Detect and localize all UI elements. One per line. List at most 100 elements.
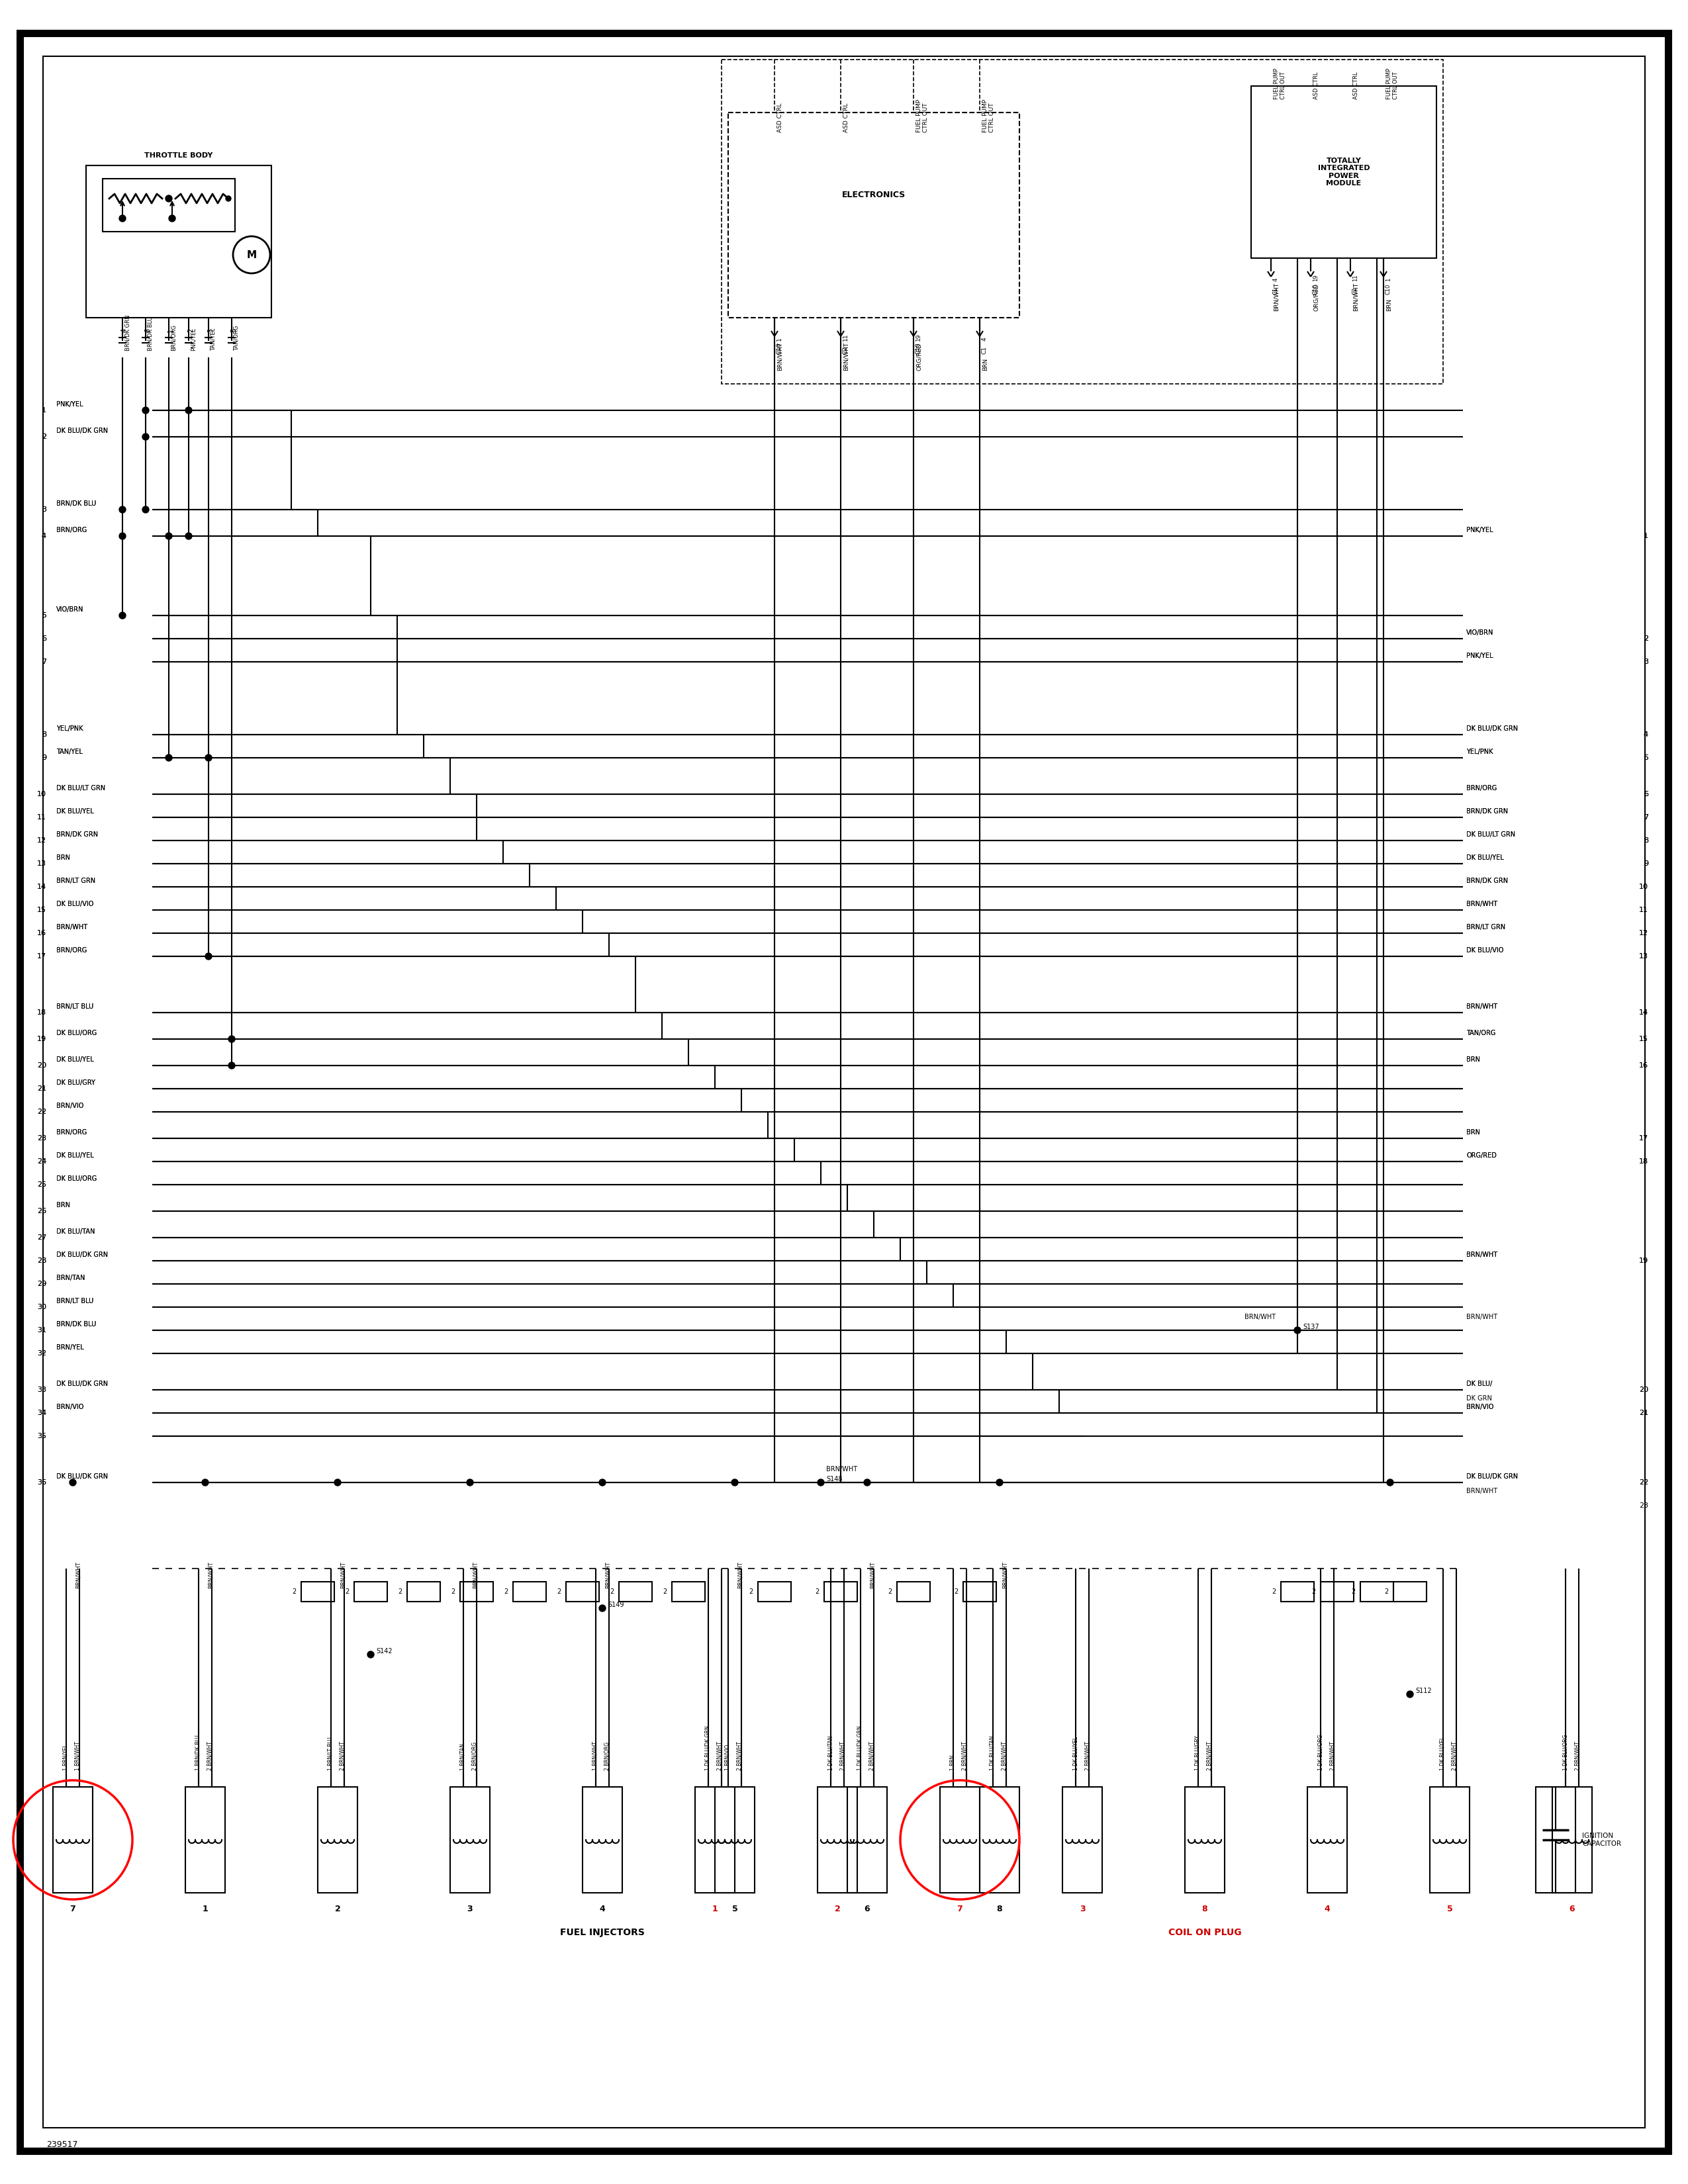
Text: 14: 14 xyxy=(37,885,46,891)
Text: DK BLU/LT GRN: DK BLU/LT GRN xyxy=(1467,832,1516,839)
Text: BRN/LT GRN: BRN/LT GRN xyxy=(56,878,96,885)
Text: 1: 1 xyxy=(203,1904,208,1913)
Text: 34: 34 xyxy=(37,1409,46,1415)
Circle shape xyxy=(69,1479,76,1485)
Text: 13: 13 xyxy=(37,860,46,867)
Text: DK BLU/VIO: DK BLU/VIO xyxy=(1467,948,1504,954)
Text: 2: 2 xyxy=(815,1588,819,1594)
Circle shape xyxy=(165,753,172,760)
Text: DK BLU/GRY: DK BLU/GRY xyxy=(56,1079,95,1085)
Text: FUEL PUMP
CTRL OUT: FUEL PUMP CTRL OUT xyxy=(1274,68,1286,98)
Text: DK BLU/DK GRN: DK BLU/DK GRN xyxy=(1467,725,1518,732)
Text: 2: 2 xyxy=(662,1588,667,1594)
Text: BRN/WHT: BRN/WHT xyxy=(1467,900,1497,906)
Text: 10: 10 xyxy=(37,791,46,797)
Text: C10: C10 xyxy=(915,343,922,354)
Text: BRN/DK GRN: BRN/DK GRN xyxy=(125,314,130,352)
Text: 2 BRN/WHT: 2 BRN/WHT xyxy=(869,1741,874,1771)
Text: DK BLU/DK GRN: DK BLU/DK GRN xyxy=(56,428,108,435)
Text: BRN/DK GRN: BRN/DK GRN xyxy=(1467,878,1507,885)
Text: PNK/YEL: PNK/YEL xyxy=(56,402,83,408)
Text: BRN/WHT: BRN/WHT xyxy=(208,1562,214,1588)
Bar xyxy=(86,166,272,317)
Circle shape xyxy=(142,507,149,513)
Text: 35: 35 xyxy=(37,1433,46,1439)
Text: 1 DK BLU/ORG: 1 DK BLU/ORG xyxy=(1317,1734,1323,1771)
Text: BRN/LT GRN: BRN/LT GRN xyxy=(56,878,96,885)
Text: 2 BRN/WHT: 2 BRN/WHT xyxy=(1575,1741,1580,1771)
Text: PNK/YEL: PNK/YEL xyxy=(191,328,196,352)
Bar xyxy=(1393,1581,1426,1601)
Bar xyxy=(300,1581,334,1601)
Text: 8: 8 xyxy=(1644,836,1647,843)
Text: BRN/WHT: BRN/WHT xyxy=(56,924,88,930)
Text: BRN/WHT: BRN/WHT xyxy=(1467,1251,1497,1258)
Text: 26: 26 xyxy=(37,1208,46,1214)
Text: 4: 4 xyxy=(599,1904,606,1913)
Text: BRN/WHT: BRN/WHT xyxy=(1354,282,1359,310)
Text: 34: 34 xyxy=(37,1409,46,1415)
Text: 18: 18 xyxy=(37,1009,46,1016)
Text: 2: 2 xyxy=(1271,1588,1276,1594)
Bar xyxy=(824,1581,858,1601)
Text: BRN/WHT: BRN/WHT xyxy=(1467,1002,1497,1009)
Bar xyxy=(461,1581,493,1601)
Text: 4: 4 xyxy=(42,533,46,539)
Text: BRN: BRN xyxy=(56,854,71,860)
Text: BRN: BRN xyxy=(1467,1129,1480,1136)
Bar xyxy=(1281,1581,1313,1601)
Text: 10: 10 xyxy=(37,791,46,797)
Text: 6: 6 xyxy=(1644,791,1647,797)
Text: 18: 18 xyxy=(1639,1158,1647,1164)
Text: 10: 10 xyxy=(1639,885,1647,891)
Text: DK BLU/ORG: DK BLU/ORG xyxy=(56,1031,96,1037)
Text: 2: 2 xyxy=(557,1588,560,1594)
Text: DK BLU/YEL: DK BLU/YEL xyxy=(1467,854,1504,860)
Text: BRN/WHT: BRN/WHT xyxy=(738,1562,743,1588)
Text: 2: 2 xyxy=(334,1904,341,1913)
Text: 11: 11 xyxy=(1639,906,1647,913)
Text: 3: 3 xyxy=(1644,660,1647,666)
Text: 9: 9 xyxy=(42,753,46,760)
Text: 16: 16 xyxy=(37,930,46,937)
Text: DK BLU/YEL: DK BLU/YEL xyxy=(56,1057,95,1064)
Text: BRN/ORG: BRN/ORG xyxy=(56,948,86,954)
Text: 21: 21 xyxy=(1639,1409,1647,1415)
Text: 239517: 239517 xyxy=(46,2140,78,2149)
Bar xyxy=(1185,1787,1224,1894)
Text: TAN/ORG: TAN/ORG xyxy=(233,325,240,352)
Circle shape xyxy=(864,1479,871,1485)
Text: S149: S149 xyxy=(608,1601,625,1607)
Text: 22: 22 xyxy=(1639,1479,1647,1485)
Text: 23: 23 xyxy=(37,1136,46,1142)
Text: BRN: BRN xyxy=(1467,1057,1480,1064)
Bar xyxy=(817,1787,858,1894)
Text: 6: 6 xyxy=(1644,791,1647,797)
Text: DK BLU/YEL: DK BLU/YEL xyxy=(56,808,95,815)
Text: DK BLU/VIO: DK BLU/VIO xyxy=(1467,948,1504,954)
Text: PNK/YEL: PNK/YEL xyxy=(1467,653,1494,660)
Text: 11: 11 xyxy=(37,815,46,821)
Text: 35: 35 xyxy=(37,1433,46,1439)
Text: BRN/WHT: BRN/WHT xyxy=(1244,1315,1276,1321)
Text: BRN/TAN: BRN/TAN xyxy=(56,1275,84,1282)
Text: 1 BRN/LT BLU: 1 BRN/LT BLU xyxy=(327,1736,334,1771)
Text: YEL/PNK: YEL/PNK xyxy=(56,725,83,732)
Text: 1: 1 xyxy=(1644,533,1647,539)
Text: 14: 14 xyxy=(1639,1009,1647,1016)
Text: 17: 17 xyxy=(1639,1136,1647,1142)
Text: TAN/ORG: TAN/ORG xyxy=(1467,1031,1496,1037)
Text: 22: 22 xyxy=(37,1109,46,1116)
Text: BRN: BRN xyxy=(56,1201,71,1208)
Text: 1 BRN/TAN: 1 BRN/TAN xyxy=(461,1743,466,1771)
Text: 30: 30 xyxy=(37,1304,46,1310)
Text: 8: 8 xyxy=(996,1904,1003,1913)
Text: 7: 7 xyxy=(69,1904,76,1913)
Text: 4: 4 xyxy=(1273,277,1280,282)
Text: 15: 15 xyxy=(1639,1035,1647,1042)
Text: BRN/ORG: BRN/ORG xyxy=(56,526,86,533)
Text: BRN/DK GRN: BRN/DK GRN xyxy=(1467,808,1507,815)
Text: 5: 5 xyxy=(1644,753,1647,760)
Bar xyxy=(728,114,1020,317)
Text: 2: 2 xyxy=(451,1588,454,1594)
